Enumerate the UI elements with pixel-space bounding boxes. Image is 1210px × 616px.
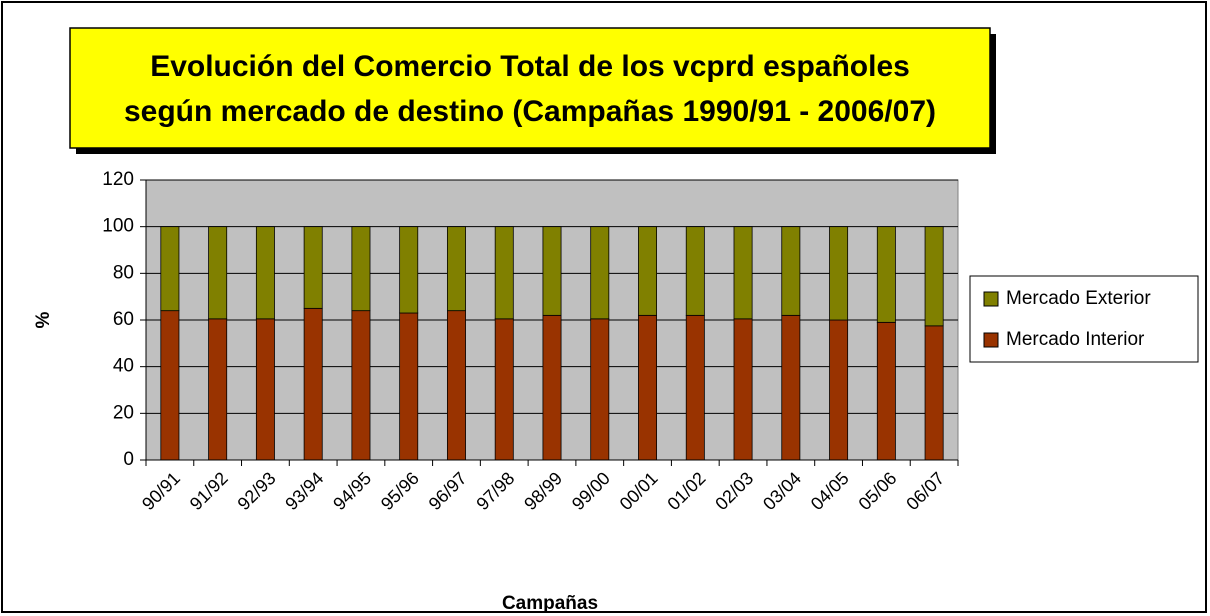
bar-segment xyxy=(208,226,228,320)
bar-segment xyxy=(638,314,658,461)
y-tick-label: 80 xyxy=(113,262,134,283)
bar-segment xyxy=(781,314,801,461)
y-tick-label: 40 xyxy=(113,356,134,377)
bar-segment xyxy=(542,226,562,316)
bar-segment xyxy=(446,310,466,461)
legend xyxy=(969,275,1199,363)
bar-segment xyxy=(399,226,419,314)
bar-segment xyxy=(351,310,371,461)
bar-segment xyxy=(303,307,323,461)
bar-segment xyxy=(303,226,323,309)
y-tick-label: 60 xyxy=(113,309,134,330)
bar-segment xyxy=(208,318,228,461)
bar-segment xyxy=(924,226,944,327)
y-tick-label: 0 xyxy=(123,449,134,470)
legend-swatch xyxy=(983,291,999,307)
bar-segment xyxy=(590,226,610,320)
bar-segment xyxy=(781,226,801,316)
bar-segment xyxy=(494,226,514,320)
y-axis-label: % xyxy=(33,311,54,328)
bar-segment xyxy=(351,226,371,312)
x-axis-label: Campañas xyxy=(502,593,598,614)
bar-segment xyxy=(685,314,705,461)
chart-title: Evolución del Comercio Total de los vcpr… xyxy=(150,50,910,83)
legend-label: Mercado Interior xyxy=(1006,329,1145,350)
bar-segment xyxy=(685,226,705,316)
bar-segment xyxy=(160,226,180,312)
bar-segment xyxy=(590,318,610,461)
bar-segment xyxy=(829,319,849,461)
y-tick-label: 120 xyxy=(102,169,134,190)
bar-segment xyxy=(638,226,658,316)
bar-segment xyxy=(255,226,275,320)
bar-segment xyxy=(255,318,275,461)
bar-segment xyxy=(494,318,514,461)
chart-subtitle: según mercado de destino (Campañas 1990/… xyxy=(124,95,936,128)
bar-segment xyxy=(733,226,753,320)
bar-segment xyxy=(733,318,753,461)
bar-segment xyxy=(876,321,896,461)
bar-segment xyxy=(399,312,419,461)
title-box xyxy=(69,27,991,149)
legend-label: Mercado Exterior xyxy=(1006,288,1151,309)
bar-segment xyxy=(160,310,180,461)
bar-segment xyxy=(876,226,896,323)
bar-segment xyxy=(829,226,849,321)
legend-swatch xyxy=(983,332,999,348)
bar-segment xyxy=(542,314,562,461)
y-tick-label: 20 xyxy=(113,402,134,423)
bar-segment xyxy=(924,325,944,461)
bar-segment xyxy=(446,226,466,312)
y-tick-label: 100 xyxy=(102,216,134,237)
